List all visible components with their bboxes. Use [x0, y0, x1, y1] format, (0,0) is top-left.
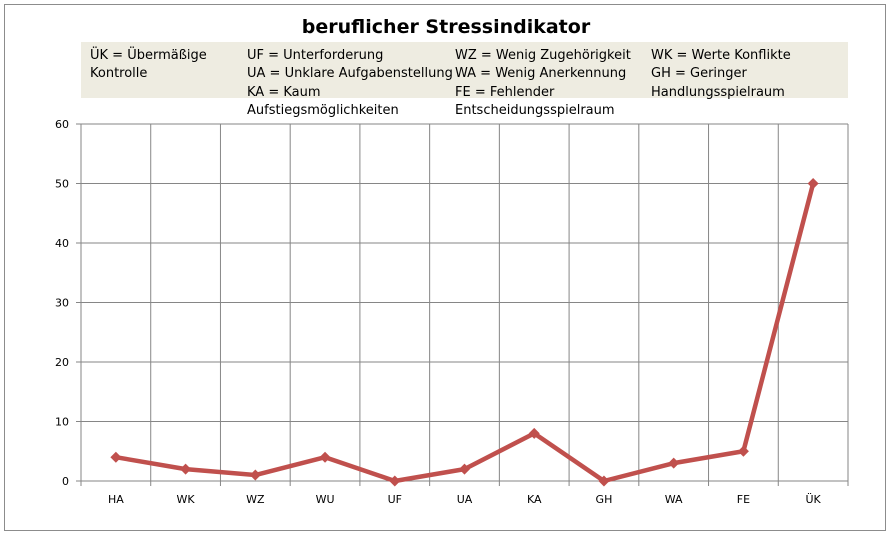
y-tick-label: 20: [55, 356, 69, 369]
legend-note-line: GH = Geringer: [651, 66, 747, 82]
legend-note-line: Kontrolle: [90, 66, 148, 82]
data-point-marker: [598, 475, 610, 487]
x-tick-label: KA: [527, 493, 542, 506]
legend-note-line: Aufstiegsmöglichkeiten: [247, 102, 399, 118]
legend-note-line: ÜK = Übermäßige: [90, 48, 207, 63]
chart-title: beruflicher Stressindikator: [301, 16, 591, 38]
legend-note-line: KA = Kaum: [247, 84, 321, 100]
legend-note-line: Entscheidungsspielraum: [455, 102, 615, 118]
legend-note-column: WZ = Wenig Zugehörigkeit WA = Wenig Anerk…: [455, 47, 631, 120]
data-point-marker: [737, 445, 749, 457]
x-tick-label: WU: [316, 493, 335, 506]
x-tick-label: UA: [457, 493, 473, 506]
data-point-marker: [459, 463, 470, 475]
data-point-marker: [319, 451, 331, 463]
x-tick-label: GH: [596, 493, 613, 506]
y-tick-label: 50: [55, 178, 69, 191]
x-tick-label: WZ: [246, 493, 265, 506]
x-tick-label: WK: [177, 493, 196, 506]
data-point-marker: [528, 427, 540, 439]
legend-note-line: WK = Werte Konflikte: [651, 48, 791, 63]
data-point-marker: [249, 469, 261, 481]
data-point-marker: [389, 475, 401, 487]
y-tick-label: 40: [55, 237, 69, 250]
x-tick-label: FE: [737, 493, 750, 506]
x-tick-label: UF: [388, 493, 402, 506]
data-point-marker: [110, 451, 122, 463]
y-tick-label: 10: [55, 416, 69, 429]
legend-note-column: UF = Unterforderung UA = Unklare Aufgaben…: [247, 47, 453, 120]
legend-note-line: UA = Unklare Aufgabenstellung: [247, 66, 453, 82]
data-point-marker: [668, 457, 680, 469]
x-tick-label: WA: [665, 493, 683, 506]
y-tick-label: 0: [62, 475, 69, 488]
legend-note-line: Handlungsspielraum: [651, 84, 785, 100]
legend-note-line: FE = Fehlender: [455, 84, 555, 100]
legend-note-column: WK = Werte Konflikte GH = Geringer Handlun…: [651, 47, 791, 102]
legend-note-column: ÜK = Übermäßige Kontrolle: [90, 47, 207, 84]
x-tick-label: ÜK: [806, 493, 822, 506]
data-point-marker: [180, 463, 192, 475]
data-point-marker: [807, 178, 819, 189]
legend-note-line: UF = Unterforderung: [247, 48, 384, 63]
legend-notes-background: [81, 42, 848, 98]
legend-note-line: WZ = Wenig Zugehörigkeit: [455, 48, 631, 63]
x-tick-label: HA: [108, 493, 124, 506]
chart-frame: [4, 4, 886, 531]
legend-note-line: WA = Wenig Anerkennung: [455, 66, 627, 82]
y-tick-label: 30: [55, 297, 69, 310]
y-tick-label: 60: [55, 118, 69, 131]
